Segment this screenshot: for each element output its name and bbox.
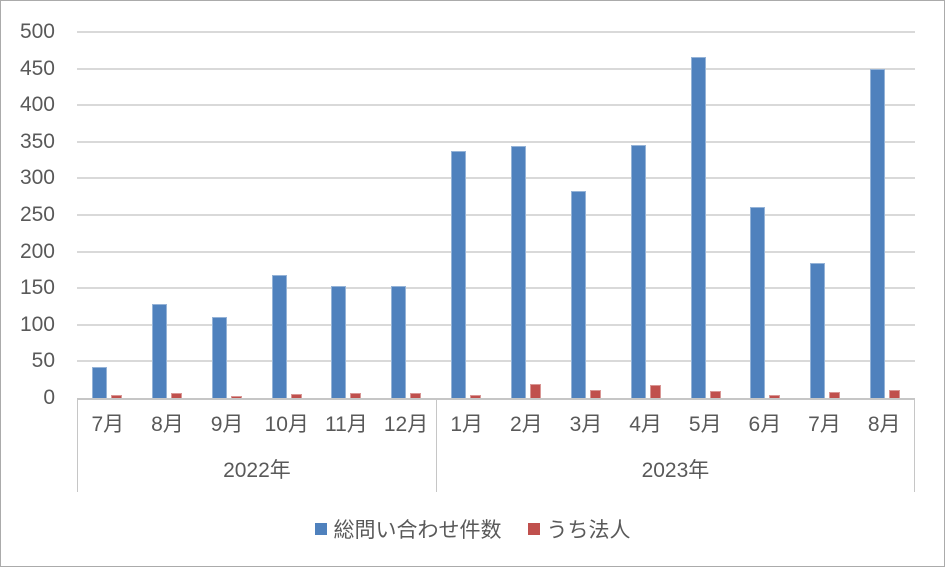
y-axis-label: 500 xyxy=(19,20,55,43)
category-cell-4月 xyxy=(616,32,676,398)
month-label: 2月 xyxy=(509,413,543,436)
corporate-bar-6 xyxy=(410,392,422,398)
category-cell-8月 xyxy=(137,32,197,398)
gridline-350 xyxy=(77,140,915,143)
month-label: 12月 xyxy=(383,413,429,436)
corporate-bar-13 xyxy=(829,392,841,398)
bars-row xyxy=(77,32,915,398)
legend-swatch-icon xyxy=(527,523,540,535)
month-label: 3月 xyxy=(569,413,603,436)
month-label: 10月 xyxy=(264,413,309,436)
category-cell-3月 xyxy=(556,32,616,398)
month-label: 9月 xyxy=(210,413,244,436)
corporate-bar-5 xyxy=(350,392,362,398)
y-axis-label: 100 xyxy=(19,312,55,336)
y-axis-label: 250 xyxy=(19,203,55,226)
y-axis: 0 50 100 150 200 250 300 350 400 450 500 xyxy=(1,20,63,409)
total-inquiries-bar-2 xyxy=(151,303,167,398)
month-label: 8月 xyxy=(151,413,184,436)
category-cell-12月 xyxy=(376,32,436,398)
total-inquiries-bar-7 xyxy=(451,151,467,398)
legend-swatch-icon xyxy=(314,523,327,535)
corporate-bar-9 xyxy=(589,389,601,398)
gridline-150 xyxy=(77,287,915,290)
corporate-bar-14 xyxy=(889,389,901,398)
y-axis-label: 450 xyxy=(19,56,55,80)
month-label: 5月 xyxy=(688,413,722,436)
gridline-400 xyxy=(77,104,915,107)
legend-item-corporate: うち法人 xyxy=(527,514,631,544)
month-label: 4月 xyxy=(629,413,662,436)
category-cell-1月 xyxy=(436,32,496,398)
gridline-300 xyxy=(77,177,915,180)
total-inquiries-bar-1 xyxy=(91,366,107,398)
corporate-bar-4 xyxy=(290,393,302,398)
y-axis-label: 50 xyxy=(31,349,55,373)
year-label: 2023年 xyxy=(641,459,710,482)
total-inquiries-bar-4 xyxy=(271,275,287,398)
month-label: 7月 xyxy=(91,413,125,436)
corporate-bar-11 xyxy=(709,390,721,398)
gridline-450 xyxy=(77,67,915,70)
corporate-bar-2 xyxy=(170,392,182,398)
gridline-500 xyxy=(77,31,915,33)
corporate-bar-8 xyxy=(529,384,541,398)
legend-item-total-inquiries: 総問い合わせ件数 xyxy=(314,514,502,544)
category-group-2022年: 7月 8月 9月 10月 11月 12月 2022年 xyxy=(77,400,437,492)
month-label: 6月 xyxy=(748,413,782,436)
year-label: 2022年 xyxy=(223,459,291,482)
y-axis-label: 350 xyxy=(19,129,55,153)
gridline-100 xyxy=(77,323,915,326)
category-cell-2月 xyxy=(496,32,556,398)
total-inquiries-bar-5 xyxy=(331,286,347,398)
corporate-bar-1 xyxy=(110,395,122,398)
total-inquiries-bar-11 xyxy=(690,56,706,398)
legend-label: うち法人 xyxy=(546,519,631,542)
total-inquiries-bar-14 xyxy=(870,68,886,398)
category-cell-9月 xyxy=(197,32,257,398)
y-axis-label: 300 xyxy=(19,166,55,190)
legend-label: 総問い合わせ件数 xyxy=(333,519,502,542)
category-cell-11月 xyxy=(316,32,376,398)
y-axis-label: 200 xyxy=(19,239,55,263)
total-inquiries-bar-12 xyxy=(750,206,766,398)
total-inquiries-bar-10 xyxy=(630,144,646,398)
corporate-bar-12 xyxy=(769,395,781,398)
month-label: 8月 xyxy=(867,413,901,436)
category-cell-5月 xyxy=(676,32,736,398)
gridline-200 xyxy=(77,250,915,253)
month-label: 11月 xyxy=(324,413,368,436)
corporate-bar-3 xyxy=(230,395,242,398)
category-cell-7月 xyxy=(77,32,137,398)
total-inquiries-bar-8 xyxy=(510,146,526,398)
corporate-bar-7 xyxy=(470,395,482,398)
y-axis-label: 400 xyxy=(19,93,55,117)
plot-area xyxy=(77,31,915,400)
gridline-50 xyxy=(77,360,915,363)
category-cell-8月 xyxy=(855,32,915,398)
y-axis-label: 150 xyxy=(19,276,55,300)
legend: 総問い合わせ件数 うち法人 xyxy=(1,514,944,544)
category-cell-10月 xyxy=(257,32,317,398)
category-cell-6月 xyxy=(735,32,795,398)
corporate-bar-10 xyxy=(649,384,661,398)
y-axis-label: 0 xyxy=(43,386,55,409)
category-cell-7月 xyxy=(795,32,855,398)
month-label: 7月 xyxy=(808,413,841,436)
total-inquiries-bar-13 xyxy=(810,263,826,398)
gridline-250 xyxy=(77,214,915,216)
x-axis: 7月 8月 9月 10月 11月 12月 2022年 1月 2月 3月 4月 5月 6月 7月 8月 2023… xyxy=(77,400,915,492)
month-label: 1月 xyxy=(450,413,484,436)
category-group-2023年: 1月 2月 3月 4月 5月 6月 7月 8月 2023年 xyxy=(437,400,915,492)
total-inquiries-bar-9 xyxy=(570,190,586,398)
month-labels-row: 7月 8月 9月 10月 11月 12月 xyxy=(78,400,436,446)
total-inquiries-bar-6 xyxy=(391,286,407,398)
month-labels-row: 1月 2月 3月 4月 5月 6月 7月 8月 xyxy=(437,400,914,446)
total-inquiries-bar-3 xyxy=(211,317,227,398)
